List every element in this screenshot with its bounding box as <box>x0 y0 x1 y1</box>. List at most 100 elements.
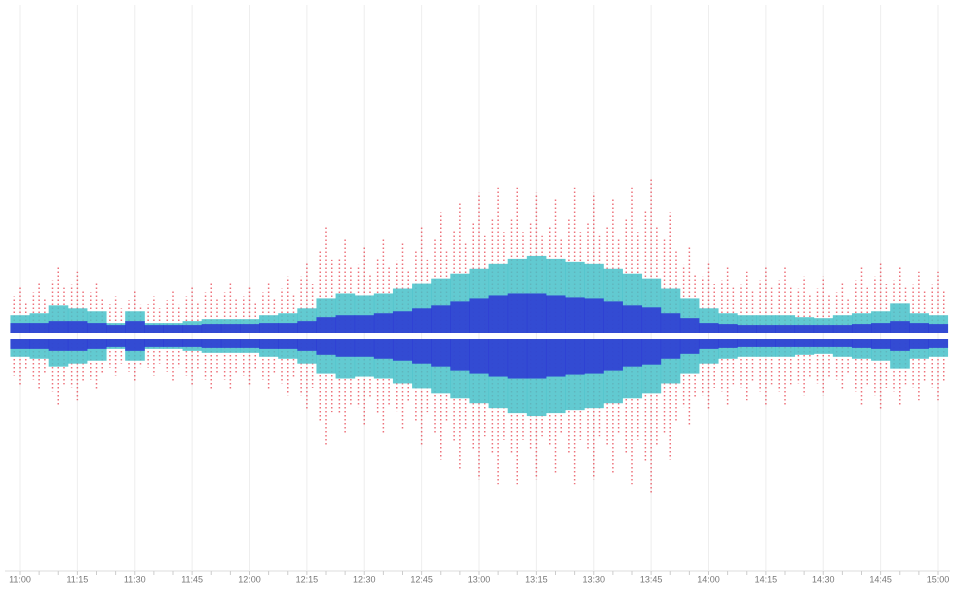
band <box>698 339 719 349</box>
band <box>10 339 31 349</box>
band <box>48 339 69 351</box>
x-tick-label: 13:30 <box>582 574 605 584</box>
band <box>182 325 203 333</box>
band <box>125 321 145 333</box>
band <box>144 339 164 347</box>
band <box>239 324 260 333</box>
band <box>526 339 547 379</box>
band <box>201 339 222 348</box>
band <box>182 339 203 347</box>
band <box>316 339 337 355</box>
band <box>660 313 681 333</box>
band <box>297 339 317 351</box>
band <box>354 315 375 333</box>
band <box>125 339 145 351</box>
band <box>67 339 88 351</box>
band <box>718 324 738 333</box>
x-tick-label: 13:15 <box>525 574 548 584</box>
band <box>832 325 853 333</box>
band <box>106 325 126 333</box>
band <box>813 325 834 333</box>
x-tick-label: 14:45 <box>869 574 892 584</box>
band <box>641 339 662 365</box>
x-tick-label: 13:00 <box>468 574 491 584</box>
band <box>928 339 949 348</box>
band <box>641 307 662 333</box>
band <box>144 325 164 333</box>
band <box>67 321 88 333</box>
band <box>545 295 566 333</box>
band <box>259 339 279 349</box>
x-tick-label: 13:45 <box>640 574 663 584</box>
band <box>469 298 490 333</box>
band <box>851 324 872 333</box>
band <box>545 339 566 377</box>
band <box>278 323 298 333</box>
band <box>775 325 796 333</box>
x-tick-label: 11:00 <box>9 574 31 584</box>
band <box>603 301 623 333</box>
band <box>431 305 451 333</box>
band <box>507 339 528 379</box>
band <box>526 293 547 333</box>
band <box>163 325 184 333</box>
band <box>106 339 126 347</box>
band <box>239 339 260 348</box>
band <box>698 323 719 333</box>
x-tick-label: 14:00 <box>697 574 720 584</box>
band <box>220 339 241 348</box>
band <box>565 297 585 333</box>
band <box>201 324 222 333</box>
band <box>660 339 681 359</box>
band <box>86 339 107 349</box>
band <box>316 317 337 333</box>
band <box>163 339 184 347</box>
x-tick-label: 14:30 <box>812 574 835 584</box>
band <box>928 324 949 333</box>
band <box>851 339 872 348</box>
band <box>450 339 470 371</box>
band <box>737 339 757 347</box>
band <box>775 339 796 347</box>
band <box>450 301 470 333</box>
band <box>679 318 700 333</box>
band <box>29 323 50 333</box>
band <box>871 323 891 333</box>
band <box>909 339 929 349</box>
x-tick-label: 11:30 <box>124 574 146 584</box>
x-tick-label: 12:30 <box>353 574 376 584</box>
band <box>278 339 298 349</box>
band <box>622 305 643 333</box>
band <box>756 325 776 333</box>
band <box>297 321 317 333</box>
band <box>10 323 31 333</box>
band <box>603 339 623 371</box>
band <box>794 339 815 347</box>
band <box>718 339 738 348</box>
x-tick-label: 15:00 <box>927 574 950 584</box>
band <box>622 339 643 367</box>
band <box>756 339 776 347</box>
band <box>890 339 910 351</box>
band <box>584 298 604 333</box>
x-tick-label: 11:15 <box>66 574 88 584</box>
band <box>335 339 356 357</box>
band <box>392 339 413 361</box>
x-tick-label: 12:15 <box>296 574 319 584</box>
band <box>48 321 69 333</box>
band <box>813 339 834 347</box>
band <box>507 293 528 333</box>
band <box>354 339 375 357</box>
band <box>890 321 910 333</box>
band <box>488 295 509 333</box>
band <box>871 339 891 349</box>
band <box>794 325 815 333</box>
band <box>488 339 509 377</box>
band <box>335 315 356 333</box>
band <box>259 323 279 333</box>
x-tick-label: 14:15 <box>755 574 778 584</box>
band <box>584 339 604 374</box>
band <box>373 313 394 333</box>
